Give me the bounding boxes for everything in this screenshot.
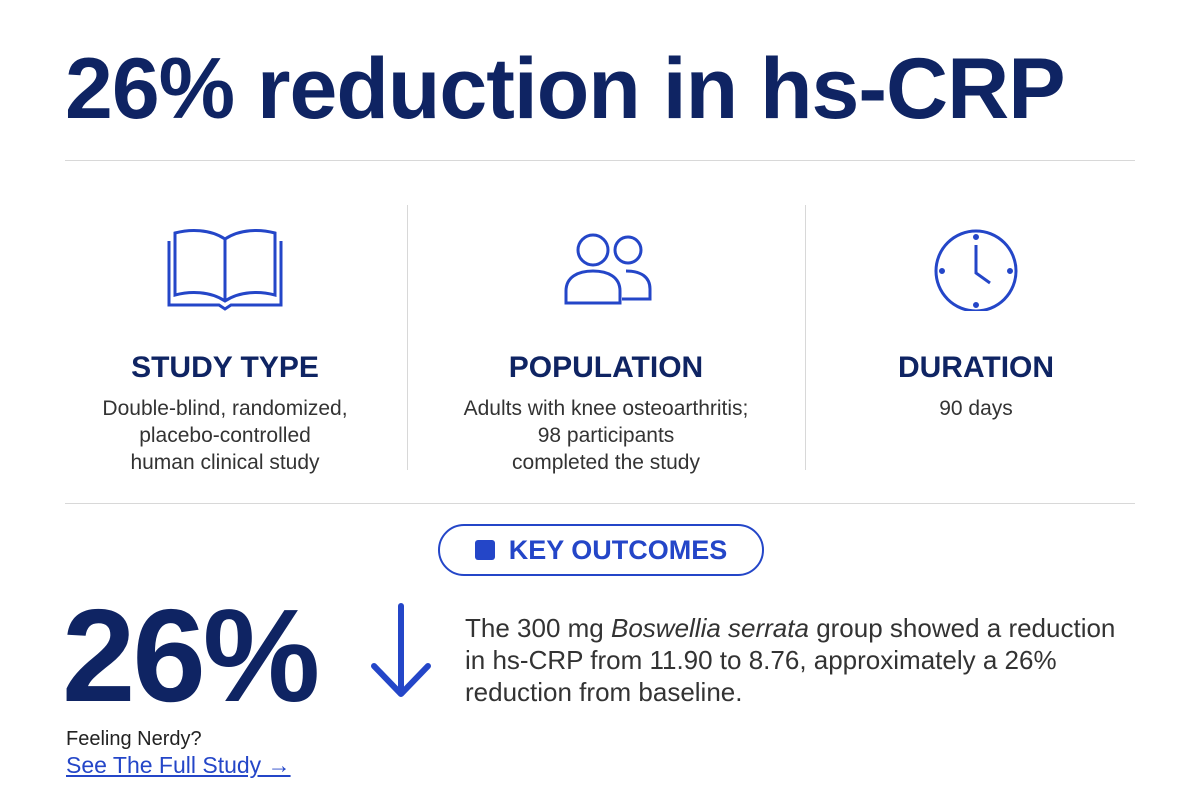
- study-link[interactable]: See The Full Study →: [66, 752, 291, 778]
- text: group showed a reduction in hs-CRP from …: [465, 613, 1116, 707]
- clock-icon: [934, 229, 1018, 311]
- column: DURATION 90 days: [806, 225, 1146, 422]
- divider: [805, 205, 806, 470]
- description-line: Adults with knee osteoarthritis;: [463, 397, 749, 420]
- badge-icon: [474, 540, 495, 560]
- description-line: human clinical study: [130, 451, 320, 474]
- title: 26% reduction in hs-CRP: [65, 41, 1066, 137]
- badge: KEY OUTCOMES: [438, 524, 764, 576]
- description-line: placebo-controlled: [139, 424, 311, 447]
- description-line: 98 participants: [537, 424, 675, 447]
- emphasis: Boswellia serrata: [610, 613, 809, 643]
- divider: [65, 160, 1135, 161]
- heading: DURATION: [897, 351, 1055, 384]
- people-icon: [564, 233, 652, 305]
- book-icon: [167, 229, 283, 311]
- heading: POPULATION: [508, 351, 704, 384]
- column: STUDY TYPE Double-blind, randomized, plac…: [55, 225, 395, 476]
- outcome-text: The 300 mg Boswellia serrata group showe…: [465, 612, 1125, 708]
- heading: STUDY TYPE: [131, 351, 319, 384]
- description: 90 days: [806, 395, 1146, 422]
- description-line: completed the study: [512, 451, 700, 474]
- divider: [65, 503, 1135, 504]
- prompt: Feeling Nerdy?: [66, 728, 202, 750]
- down-arrow: [371, 603, 431, 697]
- text: The 300 mg: [465, 613, 611, 643]
- stat: 26%: [62, 582, 320, 729]
- description-line: 90 days: [939, 397, 1013, 420]
- column: POPULATION Adults with knee osteoarthrit…: [436, 225, 776, 476]
- description-line: Double-blind, randomized,: [102, 397, 348, 420]
- description: Adults with knee osteoarthritis; 98 parti…: [436, 395, 776, 476]
- badge-text: KEY OUTCOMES: [508, 534, 728, 565]
- description: Double-blind, randomized, placebo-control…: [55, 395, 395, 476]
- divider: [407, 205, 408, 470]
